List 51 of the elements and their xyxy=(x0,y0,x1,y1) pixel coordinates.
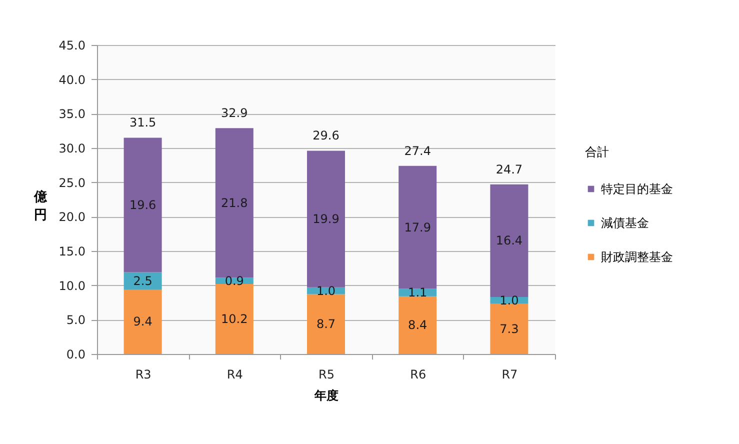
x-tick-label: R7 xyxy=(502,368,518,382)
y-tick-label: 15.0 xyxy=(58,244,86,258)
data-label: 10.2 xyxy=(221,312,248,326)
bar xyxy=(215,284,254,354)
x-tick-label: R3 xyxy=(135,368,152,382)
bar xyxy=(307,150,345,288)
total-label: 27.4 xyxy=(404,144,431,158)
x-axis-title: 年度 xyxy=(314,388,338,402)
y-axis-title: 億円 xyxy=(33,188,48,223)
data-label: 17.9 xyxy=(404,220,431,234)
y-tick-label: 5.0 xyxy=(66,313,86,328)
y-tick-label: 25.0 xyxy=(58,176,86,190)
y-tick-label: 35.0 xyxy=(58,107,86,122)
bar xyxy=(215,128,254,278)
y-tick-label: 40.0 xyxy=(58,72,86,87)
y-tick-label: 0.0 xyxy=(66,348,86,362)
bar xyxy=(124,138,162,272)
legend-title: 合計 xyxy=(585,144,609,159)
y-tick-label: 30.0 xyxy=(58,142,86,156)
bar xyxy=(398,296,437,354)
data-label: 16.4 xyxy=(496,234,523,248)
x-tick-label: R5 xyxy=(318,368,334,382)
bar xyxy=(307,294,345,354)
data-label: 1.0 xyxy=(316,284,336,298)
legend-label: 財政調整基金 xyxy=(601,250,673,264)
x-tick-label: R6 xyxy=(410,368,426,382)
data-label: 8.7 xyxy=(316,317,336,332)
total-label: 24.7 xyxy=(496,162,523,176)
bar xyxy=(398,166,437,289)
bar xyxy=(124,272,162,290)
data-label: 7.3 xyxy=(500,322,519,336)
total-label: 32.9 xyxy=(221,106,248,120)
total-label: 31.5 xyxy=(129,116,156,130)
legend-label: 減債基金 xyxy=(601,216,649,230)
y-tick-label: 10.0 xyxy=(58,278,86,293)
bar xyxy=(490,304,528,354)
x-tick-label: R4 xyxy=(226,368,243,382)
legend-label: 特定目的基金 xyxy=(601,182,673,196)
data-label: 19.9 xyxy=(312,212,340,226)
data-label: 1.0 xyxy=(500,293,519,308)
data-label: 8.4 xyxy=(408,318,428,332)
y-tick-label: 45.0 xyxy=(58,38,86,52)
data-label: 21.8 xyxy=(221,196,248,210)
data-label: 19.6 xyxy=(129,198,156,212)
bar xyxy=(490,184,528,298)
data-label: 1.1 xyxy=(408,286,428,300)
total-label: 29.6 xyxy=(312,128,340,143)
data-label: 2.5 xyxy=(133,274,152,288)
bar xyxy=(124,289,162,354)
y-tick-label: 20.0 xyxy=(58,210,86,224)
data-label: 9.4 xyxy=(133,314,152,329)
